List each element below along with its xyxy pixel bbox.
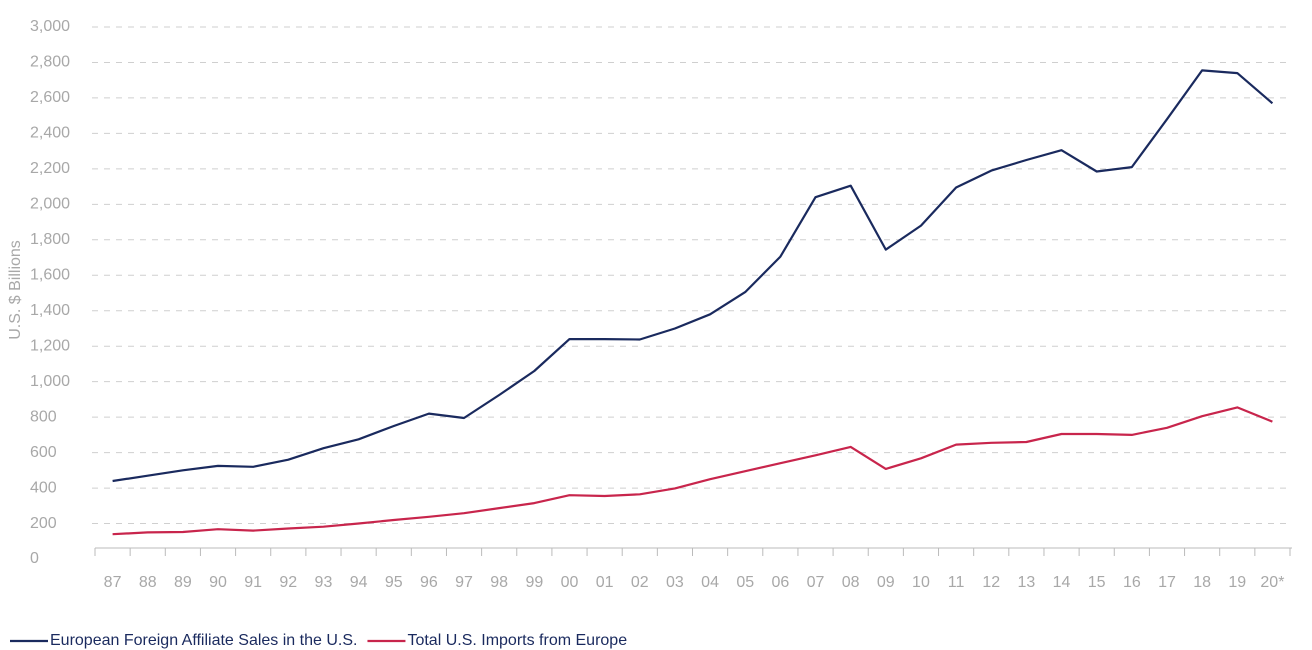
y-tick-label: 400: [30, 479, 57, 496]
y-tick-label: 1,400: [30, 302, 70, 319]
y-tick-label: 600: [30, 444, 57, 461]
x-tick-label: 02: [631, 574, 649, 591]
y-tick-label: 2,400: [30, 125, 70, 142]
x-tick-label: 00: [561, 574, 579, 591]
x-tick-label: 92: [279, 574, 297, 591]
y-tick-label: 800: [30, 408, 57, 425]
y-tick-label: 1,200: [30, 337, 70, 354]
y-tick-label: 1,800: [30, 231, 70, 248]
x-tick-label: 04: [701, 574, 719, 591]
x-tick-label: 94: [350, 574, 368, 591]
x-tick-label: 03: [666, 574, 684, 591]
series-line: [112, 406, 1273, 536]
x-tick-label: 90: [209, 574, 227, 591]
y-tick-label: 200: [30, 515, 57, 532]
x-tick-label: 19: [1228, 574, 1246, 591]
x-tick-label: 96: [420, 574, 438, 591]
x-tick-label: 88: [139, 574, 157, 591]
x-tick-label: 05: [736, 574, 754, 591]
y-tick-label: 1,600: [30, 266, 70, 283]
y-tick-label: 2,200: [30, 160, 70, 177]
y-tick-label: 0: [30, 550, 39, 567]
y-tick-label: 2,800: [30, 54, 70, 71]
x-tick-label: 93: [315, 574, 333, 591]
y-tick-label: 2,000: [30, 196, 70, 213]
x-tick-label: 06: [771, 574, 789, 591]
x-tick-label: 99: [525, 574, 543, 591]
x-tick-label: 10: [912, 574, 930, 591]
legend-label: European Foreign Affiliate Sales in the …: [50, 632, 357, 649]
y-tick-label: 2,600: [30, 89, 70, 106]
x-tick-label: 08: [842, 574, 860, 591]
x-tick-label: 91: [244, 574, 262, 591]
x-tick-label: 97: [455, 574, 473, 591]
legend: European Foreign Affiliate Sales in the …: [10, 632, 627, 649]
x-tick-label: 89: [174, 574, 192, 591]
x-tick-label: 12: [982, 574, 1000, 591]
x-tick-label: 16: [1123, 574, 1141, 591]
x-tick-label: 15: [1088, 574, 1106, 591]
y-tick-label: 3,000: [30, 18, 70, 35]
x-tick-label: 20*: [1260, 574, 1284, 591]
series-line: [112, 69, 1274, 483]
x-tick-label: 95: [385, 574, 403, 591]
x-tick-label: 13: [1017, 574, 1035, 591]
y-axis-label: U.S. $ Billions: [7, 240, 24, 340]
x-tick-label: 14: [1053, 574, 1071, 591]
x-tick-label: 98: [490, 574, 508, 591]
x-tick-label: 11: [948, 574, 965, 591]
y-tick-label: 1,000: [30, 373, 70, 390]
legend-label: Total U.S. Imports from Europe: [407, 632, 627, 649]
x-tick-label: 87: [104, 574, 122, 591]
x-tick-label: 18: [1193, 574, 1211, 591]
x-tick-label: 17: [1158, 574, 1176, 591]
x-tick-label: 09: [877, 574, 895, 591]
x-tick-label: 01: [596, 574, 614, 591]
x-tick-label: 07: [807, 574, 825, 591]
